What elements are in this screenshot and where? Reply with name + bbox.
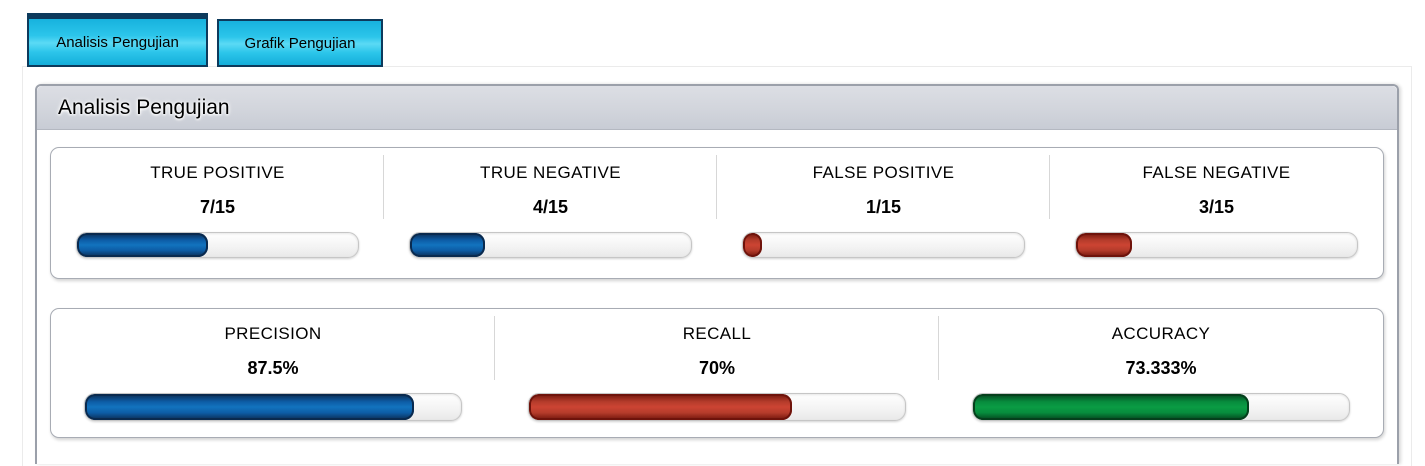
- true-negative-progress-bar: [408, 232, 693, 258]
- progress-fill: [1075, 233, 1133, 257]
- recall-progress-bar: [528, 393, 906, 421]
- metric-value: 7/15: [199, 197, 236, 217]
- metric-recall: RECALL 70%: [495, 309, 939, 437]
- false-negative-progress-bar: [1074, 232, 1359, 258]
- metric-precision: PRECISION 87.5%: [51, 309, 495, 437]
- false-positive-progress-bar: [741, 232, 1026, 258]
- progress-fill: [742, 233, 762, 257]
- tab-bar: Analisis Pengujian Grafik Pengujian: [27, 0, 383, 67]
- metric-label: PRECISION: [224, 324, 322, 343]
- progress-fill: [973, 394, 1249, 420]
- metric-accuracy: ACCURACY 73.333%: [939, 309, 1383, 437]
- metric-value: 4/15: [532, 197, 569, 217]
- metric-label: FALSE NEGATIVE: [1142, 163, 1291, 182]
- metric-value: 70%: [698, 358, 736, 378]
- progress-fill: [76, 233, 209, 257]
- panel-title: Analisis Pengujian: [37, 86, 1397, 130]
- precision-progress-bar: [84, 393, 462, 421]
- progress-fill: [409, 233, 485, 257]
- true-positive-progress-bar: [75, 232, 360, 258]
- tab-label: Analisis Pengujian: [56, 33, 179, 51]
- metric-label: RECALL: [682, 324, 752, 343]
- metric-label: ACCURACY: [1111, 324, 1211, 343]
- accuracy-progress-bar: [972, 393, 1350, 421]
- analisis-pengujian-panel: Analisis Pengujian TRUE POSITIVE 7/15 TR…: [35, 84, 1399, 464]
- performance-metrics-card: PRECISION 87.5% RECALL 70% ACCURACY 73.3…: [50, 308, 1384, 438]
- progress-fill: [85, 394, 414, 420]
- metric-value: 87.5%: [247, 358, 299, 378]
- metric-true-negative: TRUE NEGATIVE 4/15: [384, 148, 717, 278]
- tab-label: Grafik Pengujian: [244, 34, 356, 52]
- metric-value: 1/15: [865, 197, 902, 217]
- metric-label: FALSE POSITIVE: [812, 163, 955, 182]
- metric-true-positive: TRUE POSITIVE 7/15: [51, 148, 384, 278]
- confusion-metrics-card: TRUE POSITIVE 7/15 TRUE NEGATIVE 4/15 FA…: [50, 147, 1384, 279]
- tab-content-area: Analisis Pengujian TRUE POSITIVE 7/15 TR…: [22, 66, 1412, 466]
- metric-label: TRUE NEGATIVE: [480, 163, 621, 182]
- metric-false-positive: FALSE POSITIVE 1/15: [717, 148, 1050, 278]
- tab-analisis-pengujian[interactable]: Analisis Pengujian: [27, 13, 208, 67]
- metric-label: TRUE POSITIVE: [150, 163, 285, 182]
- metric-value: 73.333%: [1125, 358, 1197, 378]
- metric-false-negative: FALSE NEGATIVE 3/15: [1050, 148, 1383, 278]
- metric-value: 3/15: [1198, 197, 1235, 217]
- tab-grafik-pengujian[interactable]: Grafik Pengujian: [217, 19, 383, 67]
- progress-fill: [529, 394, 793, 420]
